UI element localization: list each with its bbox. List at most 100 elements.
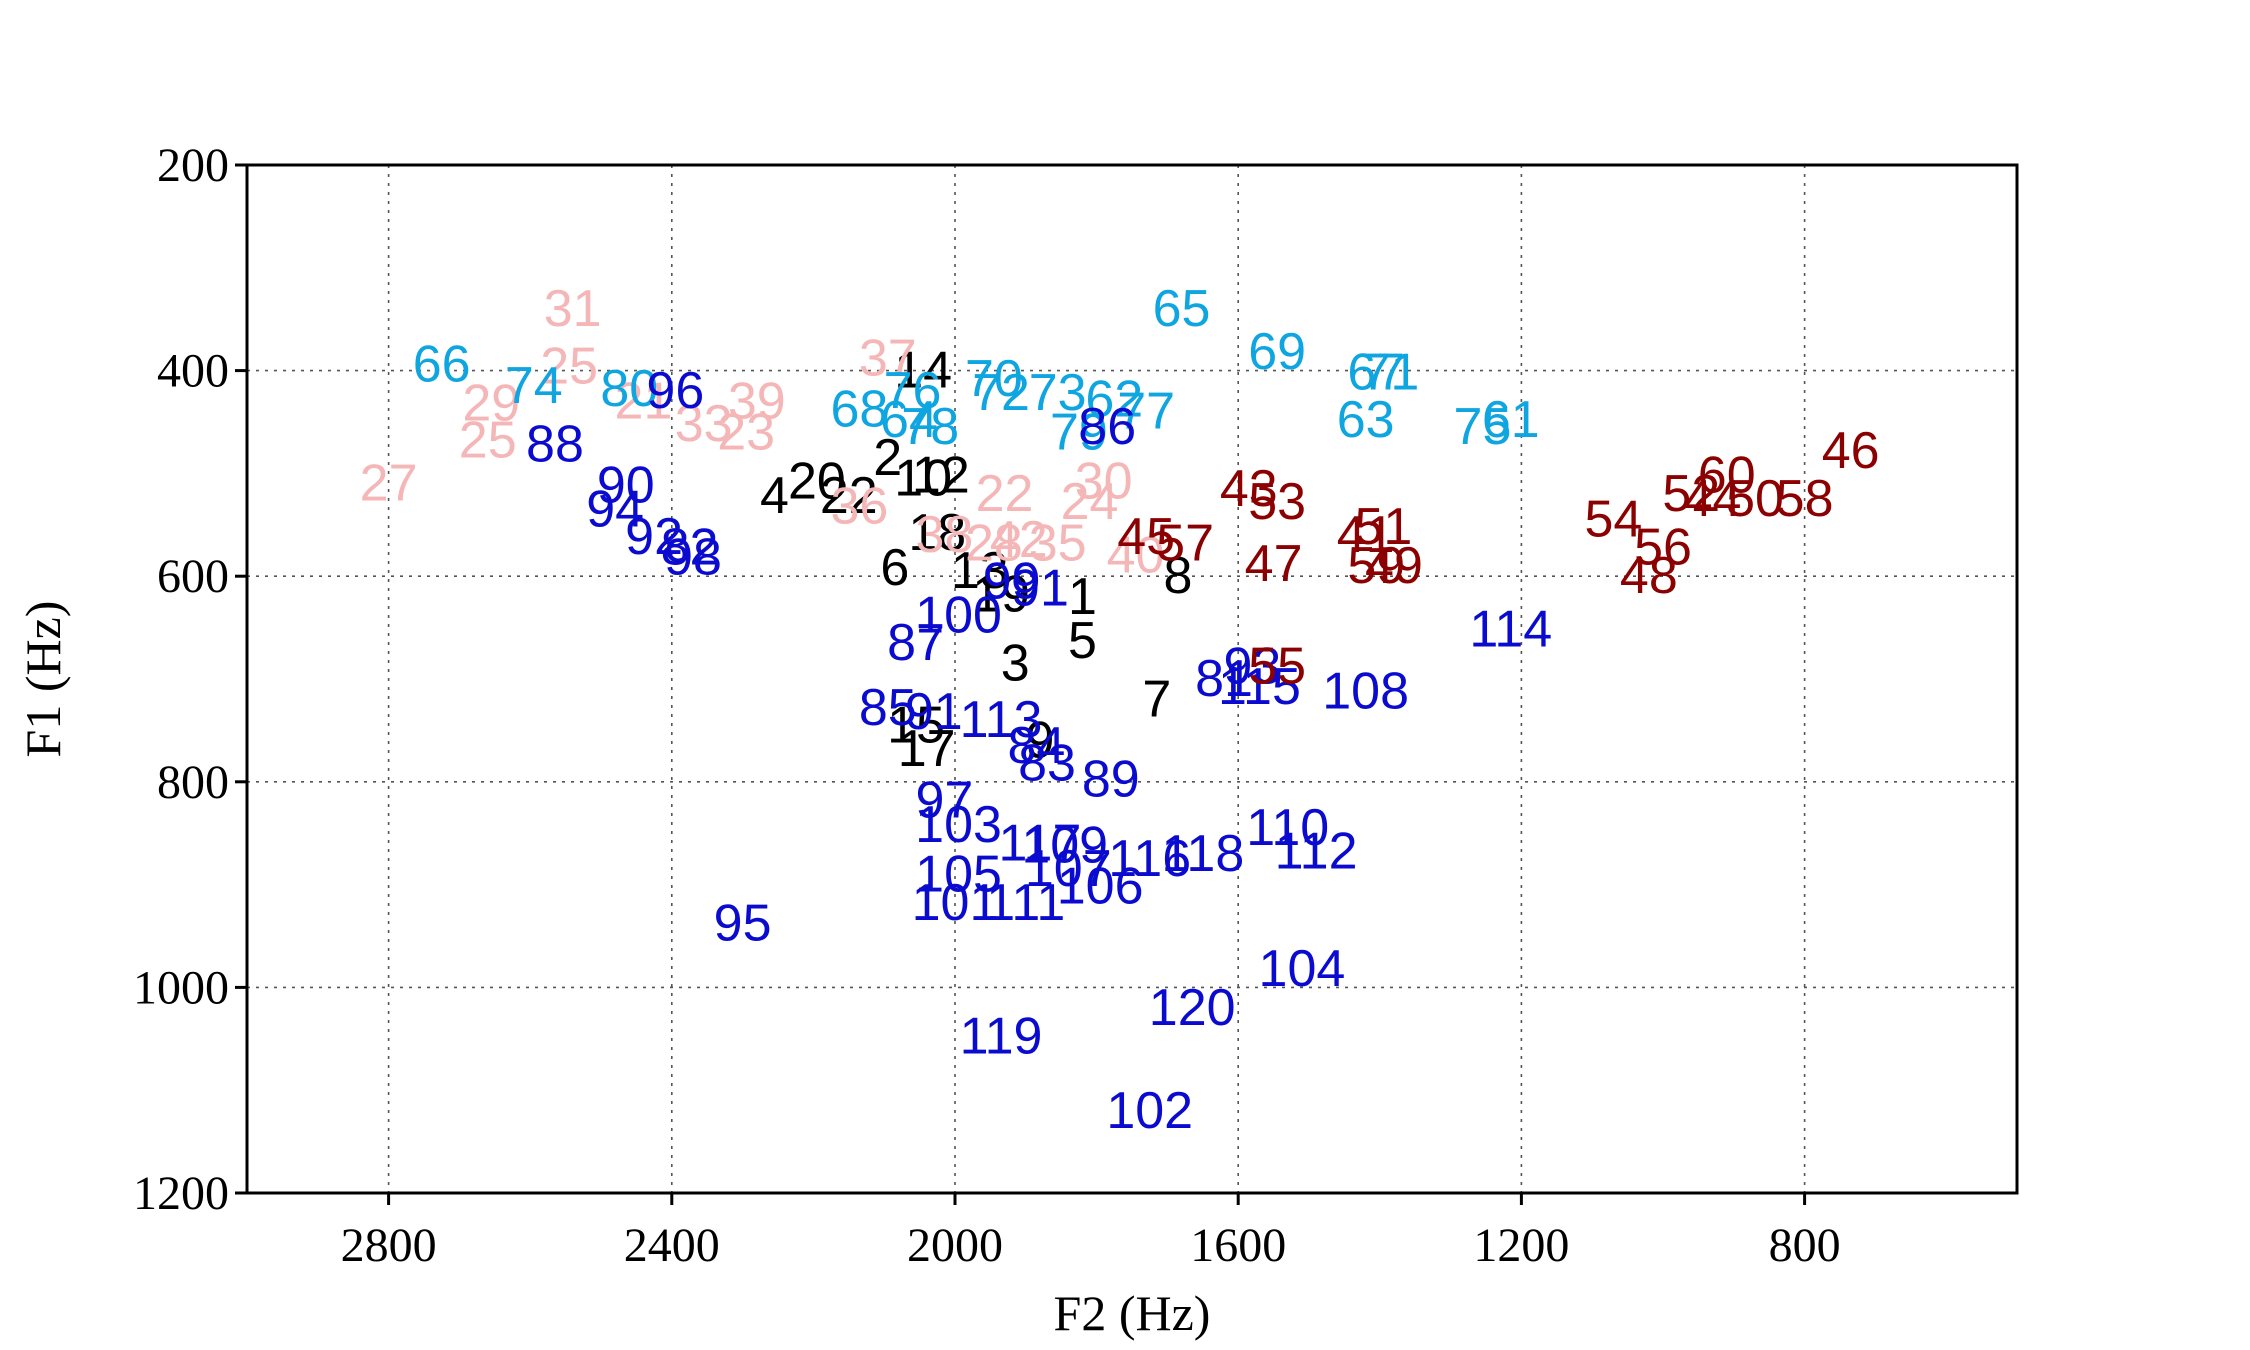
data-point-label: 51 bbox=[1354, 498, 1412, 556]
data-point-label: 94 bbox=[586, 480, 644, 538]
data-point-label: 35 bbox=[1029, 514, 1087, 572]
data-point-label: 83 bbox=[1018, 734, 1076, 792]
data-point-label: 42 bbox=[990, 511, 1048, 569]
data-point-label: 1 bbox=[1068, 568, 1097, 626]
data-point-label: 73 bbox=[1029, 364, 1087, 422]
data-point-label: 3 bbox=[1001, 635, 1030, 693]
data-point-label: 91 bbox=[905, 683, 963, 741]
data-point-label: 71 bbox=[1361, 344, 1419, 402]
data-point-label: 19 bbox=[972, 566, 1030, 624]
data-point-label: 22 bbox=[820, 467, 878, 525]
data-point-label: 17 bbox=[898, 720, 956, 778]
data-point-label: 60 bbox=[1698, 446, 1756, 504]
data-point-label: 93 bbox=[1223, 638, 1281, 696]
data-point-label: 25 bbox=[459, 412, 517, 470]
data-point-label: 105 bbox=[915, 845, 1002, 903]
data-point-label: 115 bbox=[1218, 658, 1301, 716]
data-point-label: 118 bbox=[1161, 825, 1244, 883]
data-point-label: 30 bbox=[1075, 453, 1133, 511]
data-point-label: 81 bbox=[1195, 650, 1253, 708]
data-point-label: 96 bbox=[646, 362, 704, 420]
data-point-label: 38 bbox=[915, 506, 973, 564]
y-axis-title: F1 (Hz) bbox=[15, 601, 71, 758]
data-point-label: 36 bbox=[830, 477, 888, 535]
data-point-label: 24 bbox=[1061, 473, 1119, 531]
data-point-label: 50 bbox=[1726, 470, 1784, 528]
data-point-label: 37 bbox=[859, 329, 917, 387]
data-point-label: 2 bbox=[873, 429, 902, 487]
data-point-label: 89 bbox=[1082, 751, 1140, 809]
data-point-label: 25 bbox=[540, 337, 598, 395]
data-point-label: 22 bbox=[976, 465, 1034, 523]
data-point-label: 78 bbox=[901, 398, 959, 456]
data-point-label: 120 bbox=[1149, 979, 1236, 1037]
data-point-label: 12 bbox=[912, 446, 970, 504]
data-point-label: 110 bbox=[1246, 799, 1329, 857]
y-tick-label: 200 bbox=[157, 139, 229, 192]
data-point-label: 92 bbox=[625, 508, 683, 566]
data-point-label: 74 bbox=[505, 357, 563, 415]
x-tick-label: 1600 bbox=[1190, 1219, 1286, 1272]
data-point-label: 5 bbox=[1068, 612, 1097, 670]
data-point-label: 76 bbox=[884, 362, 942, 420]
data-point-label: 53 bbox=[1248, 473, 1306, 531]
x-tick-label: 1200 bbox=[1473, 1219, 1569, 1272]
data-point-label: 95 bbox=[714, 895, 772, 953]
data-point-label: 47 bbox=[1245, 535, 1303, 593]
data-point-label: 33 bbox=[675, 395, 733, 453]
data-point-label: 8 bbox=[1164, 547, 1193, 605]
data-point-label: 63 bbox=[1337, 391, 1395, 449]
y-tick-label: 600 bbox=[157, 550, 229, 603]
data-point-label: 39 bbox=[728, 372, 786, 430]
data-point-label: 57 bbox=[1156, 514, 1214, 572]
data-point-label: 107 bbox=[1025, 840, 1112, 898]
data-point-label: 52 bbox=[1662, 465, 1720, 523]
data-point-label: 20 bbox=[788, 453, 846, 511]
data-point-label: 68 bbox=[830, 381, 888, 439]
data-point-label: 27 bbox=[360, 455, 418, 513]
x-tick-label: 2000 bbox=[907, 1219, 1003, 1272]
data-point-label: 91 bbox=[1011, 560, 1069, 618]
data-point-label: 54 bbox=[1585, 491, 1643, 549]
data-point-label: 65 bbox=[1153, 280, 1211, 338]
data-point-label: 113 bbox=[960, 691, 1043, 749]
data-point-label: 84 bbox=[1007, 717, 1065, 775]
plot-frame bbox=[245, 163, 2019, 1195]
axis-ticks: 2800 2400 2000 1600 1200 800 200 400 600 800 1000 1… bbox=[133, 139, 1841, 1272]
y-tick-label: 800 bbox=[157, 756, 229, 809]
data-point-label: 67 bbox=[1347, 344, 1405, 402]
data-points: 1234567891012131415171819202221222324252… bbox=[360, 280, 1880, 1140]
data-point-label: 72 bbox=[972, 364, 1030, 422]
data-point-label: 69 bbox=[1248, 323, 1306, 381]
data-point-label: 88 bbox=[526, 416, 584, 474]
data-point-label: 46 bbox=[1822, 422, 1880, 480]
data-point-label: 62 bbox=[1085, 370, 1143, 428]
data-point-label: 10 bbox=[894, 450, 952, 508]
y-tick-label: 400 bbox=[157, 345, 229, 398]
data-point-label: 80 bbox=[600, 360, 658, 418]
data-point-label: 45 bbox=[1117, 508, 1175, 566]
data-point-label: 102 bbox=[1106, 1082, 1193, 1140]
data-point-label: 116 bbox=[1108, 830, 1191, 888]
data-point-label: 82 bbox=[661, 518, 719, 576]
data-point-label: 87 bbox=[887, 614, 945, 672]
data-point-label: 58 bbox=[1776, 470, 1834, 528]
data-point-label: 15 bbox=[887, 696, 945, 754]
data-point-label: 7 bbox=[1142, 671, 1171, 729]
data-point-label: 31 bbox=[544, 280, 602, 338]
data-point-label: 90 bbox=[597, 457, 655, 515]
data-point-label: 48 bbox=[1620, 547, 1678, 605]
y-tick-label: 1000 bbox=[133, 961, 229, 1014]
data-point-label: 43 bbox=[1220, 460, 1278, 518]
data-point-label: 98 bbox=[664, 529, 722, 587]
data-point-label: 55 bbox=[1248, 638, 1306, 696]
data-point-label: 109 bbox=[1021, 817, 1108, 875]
data-point-label: 56 bbox=[1634, 518, 1692, 576]
data-point-label: 112 bbox=[1275, 823, 1358, 881]
data-point-label: 75 bbox=[1454, 398, 1512, 456]
data-point-label: 66 bbox=[413, 335, 471, 393]
y-tick-label: 1200 bbox=[133, 1167, 229, 1220]
data-point-label: 59 bbox=[1347, 537, 1405, 595]
data-point-label: 106 bbox=[1057, 858, 1144, 916]
data-point-label: 101 bbox=[912, 874, 999, 932]
